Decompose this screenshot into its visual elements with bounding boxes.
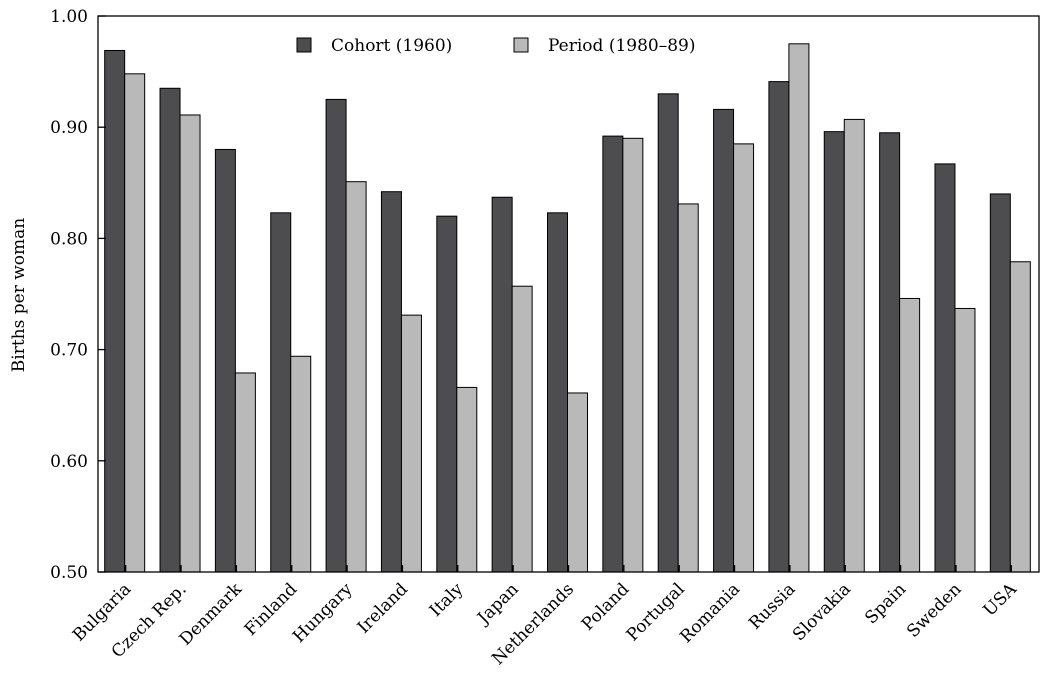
bar-cohort: [380, 191, 402, 573]
x-tick-label: Ireland: [354, 579, 412, 637]
bar-period: [124, 73, 146, 573]
bar-cohort: [547, 212, 568, 573]
x-tick-label: USA: [980, 579, 1022, 621]
bar-period: [179, 114, 201, 573]
bar-cohort: [934, 163, 956, 573]
bar-cohort: [602, 135, 624, 573]
bar-period: [567, 392, 588, 573]
y-tick-label: 0.60: [50, 452, 88, 472]
bar-period: [456, 386, 478, 573]
bar-period: [400, 314, 422, 573]
y-tick-label: 1.00: [50, 7, 88, 27]
bar-cohort: [325, 98, 347, 573]
bar-period: [843, 118, 865, 573]
bar-period: [234, 372, 256, 573]
y-tick-label: 0.50: [50, 563, 88, 583]
bar-cohort: [879, 132, 901, 573]
bar-cohort: [104, 49, 126, 573]
bar-period: [733, 143, 755, 573]
y-tick-label: 0.70: [50, 341, 88, 361]
bars-layer: [104, 43, 1031, 573]
bar-cohort: [436, 215, 458, 573]
x-tick-label: Romania: [676, 579, 744, 647]
bar-period: [677, 203, 699, 573]
legend-label-period: Period (1980–89): [548, 36, 695, 56]
y-tick-label: 0.80: [50, 229, 88, 249]
bar-period: [1009, 261, 1031, 573]
bar-cohort: [491, 196, 513, 573]
y-tick-label: 0.90: [50, 118, 88, 138]
y-axis-title: Births per woman: [9, 218, 29, 372]
bar-cohort: [214, 148, 236, 573]
bar-cohort: [989, 193, 1011, 573]
legend-swatch-period: [513, 37, 529, 53]
bar-period: [511, 285, 533, 573]
bar-period: [290, 355, 312, 573]
x-tick-label: Poland: [578, 579, 634, 635]
x-tick-label: Slovakia: [789, 579, 855, 645]
bar-period: [622, 137, 644, 573]
bar-period: [954, 307, 976, 573]
bar-cohort: [270, 212, 292, 573]
bar-period: [788, 43, 810, 573]
x-tick-label: Italy: [426, 579, 468, 621]
x-tick-label: Sweden: [903, 579, 965, 641]
bar-cohort: [657, 93, 679, 573]
bar-period: [345, 181, 367, 573]
legend-swatch-cohort: [296, 37, 312, 53]
bar-cohort: [713, 108, 735, 573]
legend-label-cohort: Cohort (1960): [331, 36, 452, 56]
x-tick-label: Spain: [861, 579, 910, 628]
x-tick-label: Japan: [473, 579, 523, 629]
x-tick-label: Hungary: [289, 579, 357, 647]
bar-period: [899, 297, 921, 573]
x-tick-label: Russia: [745, 579, 799, 633]
bar-cohort: [159, 87, 181, 573]
bar-cohort: [768, 81, 790, 573]
bar-cohort: [823, 131, 845, 573]
legend: Cohort (1960) Period (1980–89): [296, 36, 695, 56]
